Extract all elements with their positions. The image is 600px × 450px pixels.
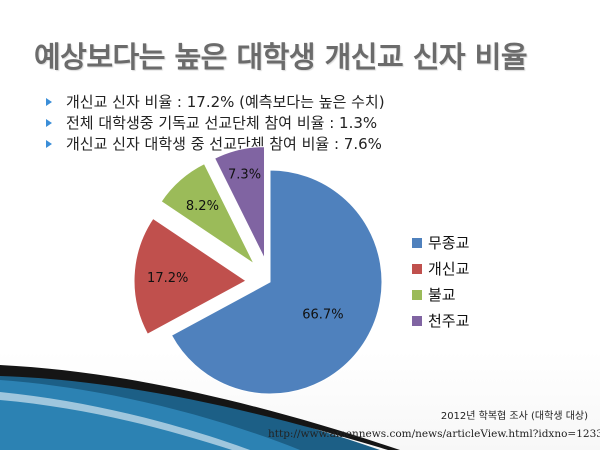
legend-label: 무종교: [428, 234, 469, 252]
legend-swatch: [412, 238, 422, 248]
bullet-text: 개신교 신자 비율 : 17.2% (예측보다는 높은 수치): [66, 93, 385, 111]
pie-slice-2: [133, 217, 247, 335]
bullet-arrow-icon: [46, 98, 52, 106]
pie-data-label: 7.3%: [228, 168, 261, 183]
bullet-text: 전체 대학생중 기독교 선교단체 참여 비율 : 1.3%: [66, 114, 378, 132]
bullet-item: 전체 대학생중 기독교 선교단체 참여 비율 : 1.3%: [44, 113, 385, 134]
pie-data-label: 8.2%: [186, 199, 219, 214]
pie-data-label: 17.2%: [147, 271, 188, 286]
bullet-item: 개신교 신자 비율 : 17.2% (예측보다는 높은 수치): [44, 92, 385, 113]
pie-data-labels: 66.7% 17.2% 8.2% 7.3%: [147, 168, 344, 323]
legend-swatch: [412, 316, 422, 326]
deco-swoosh-light: [0, 380, 300, 450]
legend-label: 천주교: [428, 312, 469, 330]
deco-swoosh-white: [0, 392, 250, 450]
deco-swoosh-black: [0, 365, 400, 450]
legend-label: 불교: [428, 286, 456, 304]
bullet-arrow-icon: [46, 140, 52, 148]
bullet-list: 개신교 신자 비율 : 17.2% (예측보다는 높은 수치) 전체 대학생중 …: [44, 92, 385, 155]
pie-slice-4: [213, 146, 266, 259]
source-note: 2012년 학복협 조사 (대학생 대상): [440, 411, 588, 422]
slide-title: 예상보다는 높은 대학생 개신교 신자 비율: [34, 40, 528, 74]
legend-swatch: [412, 290, 422, 300]
source-url: http://www.amennews.com/news/articleView…: [268, 428, 600, 440]
pie-slice-1: [170, 169, 383, 395]
bullet-arrow-icon: [46, 119, 52, 127]
legend-swatch: [412, 264, 422, 274]
pie-data-label: 66.7%: [302, 308, 343, 323]
pie-slice-3: [160, 163, 256, 266]
pie-slices: [133, 146, 383, 395]
bullet-text: 개신교 신자 대학생 중 선교단체 참여 비율 : 7.6%: [66, 135, 382, 153]
legend-label: 개신교: [428, 260, 469, 278]
bullet-item: 개신교 신자 대학생 중 선교단체 참여 비율 : 7.6%: [44, 134, 385, 155]
